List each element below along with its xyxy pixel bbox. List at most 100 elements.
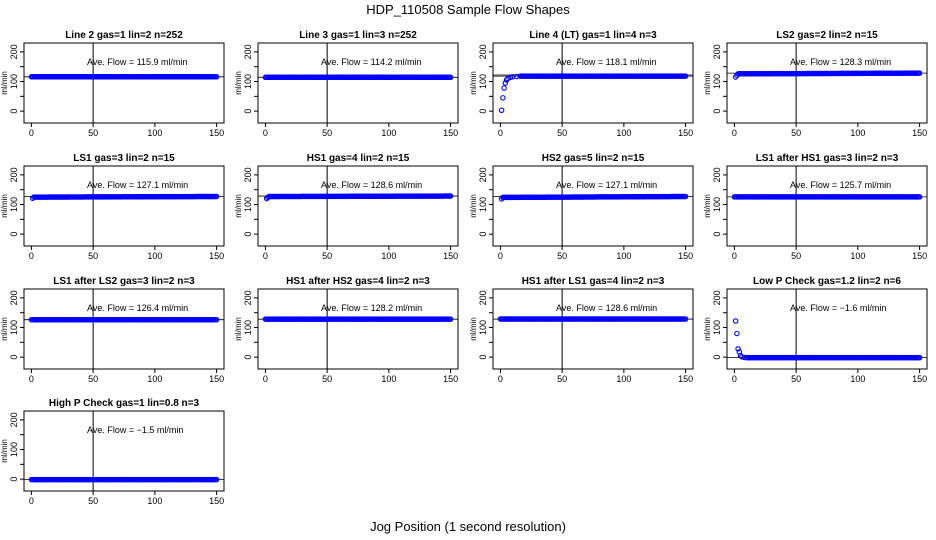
x-tick-label: 50 bbox=[791, 374, 801, 384]
data-point bbox=[447, 74, 454, 81]
x-tick-label: 150 bbox=[912, 251, 927, 261]
data-points bbox=[732, 70, 923, 80]
panel-grid: Line 2 gas=1 lin=2 n=252 ml/min 0 50 100 150 0… bbox=[0, 30, 928, 506]
plot-frame bbox=[23, 42, 225, 124]
data-point bbox=[916, 70, 923, 76]
x-tick-label: 0 bbox=[263, 251, 268, 261]
panel-title: LS2 gas=2 lin=2 n=15 bbox=[776, 30, 878, 41]
plot-frame bbox=[726, 165, 928, 247]
y-tick-label: 0 bbox=[478, 232, 488, 237]
x-tick-label: 150 bbox=[209, 251, 224, 261]
panel-title: Low P Check gas=1.2 lin=2 n=6 bbox=[753, 276, 901, 287]
x-tick-label: 0 bbox=[29, 128, 34, 138]
data-point bbox=[739, 354, 745, 360]
y-axis-label: ml/min bbox=[0, 194, 9, 218]
y-axis-label: ml/min bbox=[234, 71, 243, 95]
data-points bbox=[28, 316, 220, 323]
x-tick-label: 150 bbox=[443, 128, 458, 138]
y-axis-label: ml/min bbox=[469, 194, 478, 218]
y-tick-label: 100 bbox=[712, 320, 722, 335]
average-flow-annotation: Ave. Flow = −1.5 ml/min bbox=[87, 425, 183, 435]
x-tick-label: 100 bbox=[616, 251, 631, 261]
data-point bbox=[916, 354, 923, 361]
x-tick-label: 0 bbox=[498, 128, 503, 138]
plot-frame bbox=[492, 165, 694, 247]
x-tick-label: 150 bbox=[443, 251, 458, 261]
data-point bbox=[732, 318, 739, 324]
data-point bbox=[447, 316, 454, 322]
data-point bbox=[513, 73, 520, 80]
data-point bbox=[500, 95, 506, 101]
y-tick-label: 100 bbox=[243, 74, 253, 89]
data-point bbox=[501, 85, 507, 91]
y-tick-label: 0 bbox=[478, 109, 488, 114]
y-tick-label: 200 bbox=[478, 290, 488, 305]
x-tick-label: 50 bbox=[322, 128, 332, 138]
x-tick-label: 0 bbox=[732, 374, 737, 384]
x-tick-label: 100 bbox=[850, 128, 865, 138]
data-points bbox=[732, 318, 923, 361]
x-tick-label: 0 bbox=[29, 374, 34, 384]
x-tick-label: 150 bbox=[678, 251, 693, 261]
average-flow-annotation: Ave. Flow = 126.4 ml/min bbox=[87, 303, 188, 313]
x-tick-label: 50 bbox=[791, 251, 801, 261]
x-tick-label: 50 bbox=[557, 374, 567, 384]
x-tick-label: 50 bbox=[88, 128, 98, 138]
panel-3: Line 4 (LT) gas=1 lin=4 n=3 ml/min 0 50 100 1… bbox=[469, 30, 694, 138]
panel-title: LS1 after LS2 gas=3 lin=2 n=3 bbox=[53, 276, 195, 287]
panel-12: Low P Check gas=1.2 lin=2 n=6 ml/min 0 50 10… bbox=[703, 276, 928, 384]
average-flow-annotation: Ave. Flow = 128.3 ml/min bbox=[790, 57, 891, 67]
x-tick-label: 50 bbox=[322, 374, 332, 384]
y-tick-label: 200 bbox=[9, 167, 19, 182]
y-axis-label: ml/min bbox=[0, 317, 9, 341]
x-tick-label: 100 bbox=[616, 128, 631, 138]
data-point bbox=[682, 316, 689, 322]
data-point bbox=[735, 346, 741, 352]
y-tick-label: 0 bbox=[9, 477, 19, 482]
data-points bbox=[28, 476, 220, 483]
x-tick-label: 50 bbox=[791, 128, 801, 138]
y-tick-label: 100 bbox=[478, 74, 488, 89]
plot-frame bbox=[23, 288, 225, 370]
panel-9: LS1 after LS2 gas=3 lin=2 n=3 ml/min 0 50 10… bbox=[0, 276, 225, 384]
plot-frame bbox=[492, 288, 694, 370]
average-flow-annotation: Ave. Flow = 128.6 ml/min bbox=[556, 303, 657, 313]
data-points bbox=[29, 193, 220, 202]
data-point bbox=[213, 74, 220, 80]
y-tick-label: 0 bbox=[478, 355, 488, 360]
data-point bbox=[507, 74, 514, 81]
x-tick-label: 0 bbox=[732, 251, 737, 261]
data-points bbox=[731, 194, 923, 200]
y-tick-label: 200 bbox=[9, 290, 19, 305]
data-point bbox=[498, 107, 505, 114]
y-tick-label: 100 bbox=[243, 197, 253, 212]
data-point bbox=[916, 194, 923, 200]
data-point bbox=[213, 476, 220, 483]
x-tick-label: 0 bbox=[732, 128, 737, 138]
panel-2: Line 3 gas=1 lin=3 n=252 ml/min 0 50 100 150 0… bbox=[234, 30, 459, 138]
x-tick-label: 150 bbox=[678, 374, 693, 384]
data-point bbox=[734, 330, 740, 337]
y-tick-label: 100 bbox=[243, 320, 253, 335]
y-tick-label: 0 bbox=[712, 232, 722, 237]
average-flow-annotation: Ave. Flow = 118.1 ml/min bbox=[556, 57, 656, 67]
y-axis-label: ml/min bbox=[469, 317, 478, 341]
y-tick-label: 100 bbox=[712, 74, 722, 89]
average-flow-annotation: Ave. Flow = 127.1 ml/min bbox=[556, 180, 657, 190]
x-tick-label: 100 bbox=[616, 374, 631, 384]
x-tick-label: 150 bbox=[443, 374, 458, 384]
data-point bbox=[213, 193, 220, 200]
y-tick-label: 200 bbox=[712, 44, 722, 59]
y-tick-label: 100 bbox=[712, 197, 722, 212]
plot-frame bbox=[23, 165, 225, 247]
panel-13: High P Check gas=1 lin=0.8 n=3 ml/min 0 50 1… bbox=[0, 398, 225, 506]
y-axis-label: ml/min bbox=[234, 317, 243, 341]
y-tick-label: 0 bbox=[9, 109, 19, 114]
panel-title: LS1 after HS1 gas=3 lin=2 n=3 bbox=[756, 153, 899, 164]
x-tick-label: 150 bbox=[912, 374, 927, 384]
y-axis-label: ml/min bbox=[469, 71, 478, 95]
panel-title: Line 4 (LT) gas=1 lin=4 n=3 bbox=[529, 30, 657, 41]
x-tick-label: 150 bbox=[209, 128, 224, 138]
panel-8: LS1 after HS1 gas=3 lin=2 n=3 ml/min 0 50 10… bbox=[703, 153, 928, 261]
